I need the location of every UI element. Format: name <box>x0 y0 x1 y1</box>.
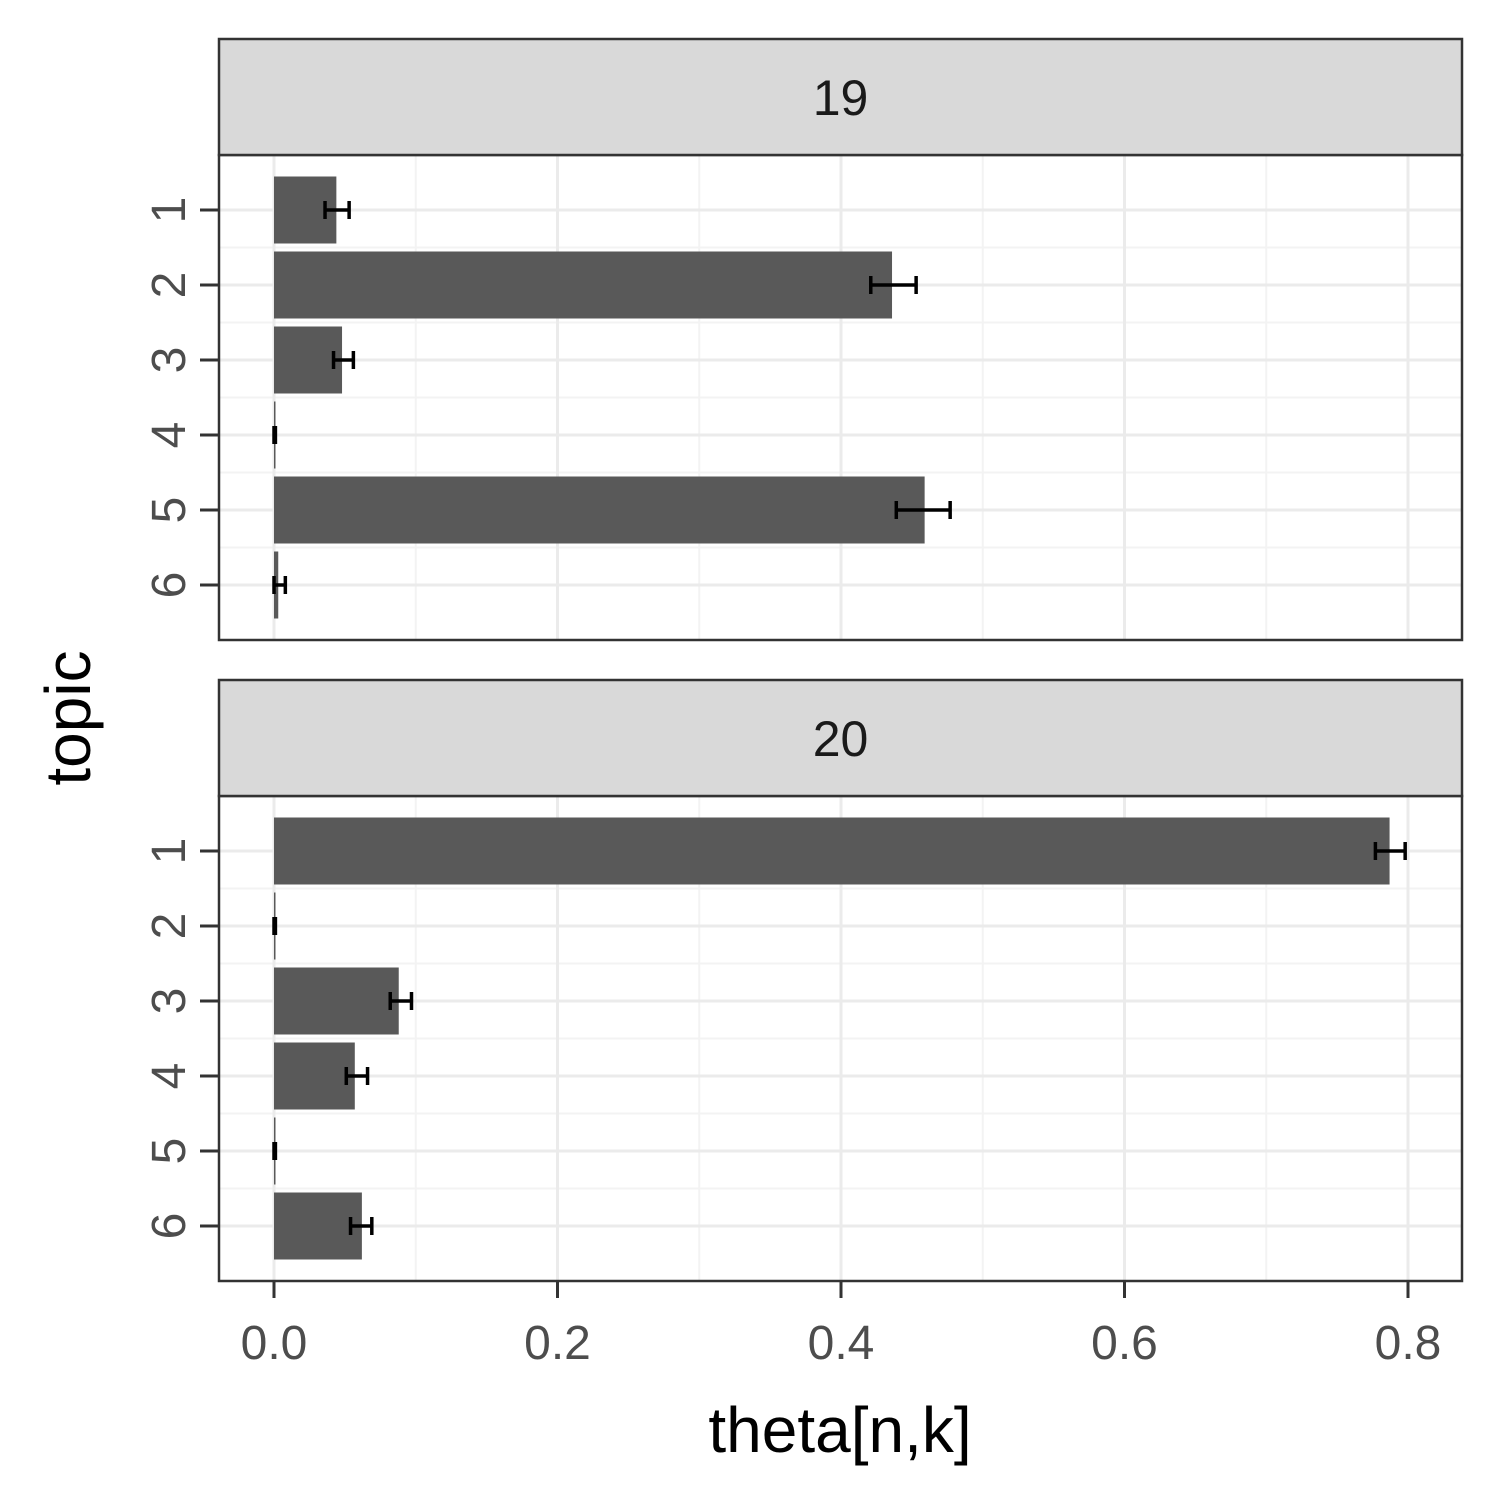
x-axis: 0.0 0.2 0.4 0.6 0.8 <box>241 1281 1442 1370</box>
facet-strip <box>217 678 1464 798</box>
errorbar-topic-3 <box>388 992 414 1010</box>
y-tick-label-2: 2 <box>143 913 196 940</box>
facet-strip <box>217 37 1464 157</box>
y-tick-label-4: 4 <box>143 1063 196 1090</box>
x-tick-label: 0.2 <box>524 1317 591 1370</box>
x-tick-label: 0.8 <box>1375 1317 1442 1370</box>
bar-topic-1 <box>274 817 1390 885</box>
errorbar-topic-3 <box>331 351 356 369</box>
facet-strip-label: 19 <box>813 70 869 126</box>
errorbar-topic-6 <box>348 1217 374 1235</box>
y-tick-label-3: 3 <box>143 347 196 374</box>
y-axis-title: topic <box>32 650 104 785</box>
x-tick-label: 0.4 <box>808 1317 875 1370</box>
bar-topic-6 <box>274 1192 362 1260</box>
errorbar-topic-2 <box>272 917 278 935</box>
y-tick-label-1: 1 <box>143 197 196 224</box>
facet-panel-20: 20 1 2 3 4 5 6 <box>143 678 1464 1283</box>
y-tick-label-4: 4 <box>143 422 196 449</box>
bar-topic-3 <box>274 967 399 1035</box>
y-tick-label-3: 3 <box>143 988 196 1015</box>
facet-strip-label: 20 <box>813 711 869 767</box>
y-tick-label-6: 6 <box>143 1213 196 1240</box>
panels-layer: 19 1 2 3 4 5 6 20 1 2 3 4 5 6 <box>143 37 1464 1283</box>
y-tick-label-6: 6 <box>143 572 196 599</box>
x-axis-title: theta[n,k] <box>708 1394 971 1466</box>
y-tick-label-1: 1 <box>143 838 196 865</box>
errorbar-topic-5 <box>272 1142 278 1160</box>
errorbar-topic-4 <box>344 1067 370 1085</box>
y-tick-label-5: 5 <box>143 497 196 524</box>
errorbar-topic-5 <box>894 501 952 519</box>
x-tick-label: 0.6 <box>1091 1317 1158 1370</box>
errorbar-topic-1 <box>323 201 351 219</box>
facet-panel-19: 19 1 2 3 4 5 6 <box>143 37 1464 642</box>
y-tick-label-2: 2 <box>143 272 196 299</box>
errorbar-topic-2 <box>869 276 918 294</box>
errorbar-topic-6 <box>272 576 288 594</box>
bar-topic-5 <box>274 476 925 544</box>
errorbar-topic-4 <box>272 426 278 444</box>
y-tick-label-5: 5 <box>143 1138 196 1165</box>
errorbar-topic-1 <box>1373 842 1407 860</box>
x-tick-label: 0.0 <box>241 1317 308 1370</box>
bar-topic-4 <box>274 1042 355 1110</box>
bar-topic-2 <box>274 251 893 319</box>
bar-topic-3 <box>274 326 343 394</box>
